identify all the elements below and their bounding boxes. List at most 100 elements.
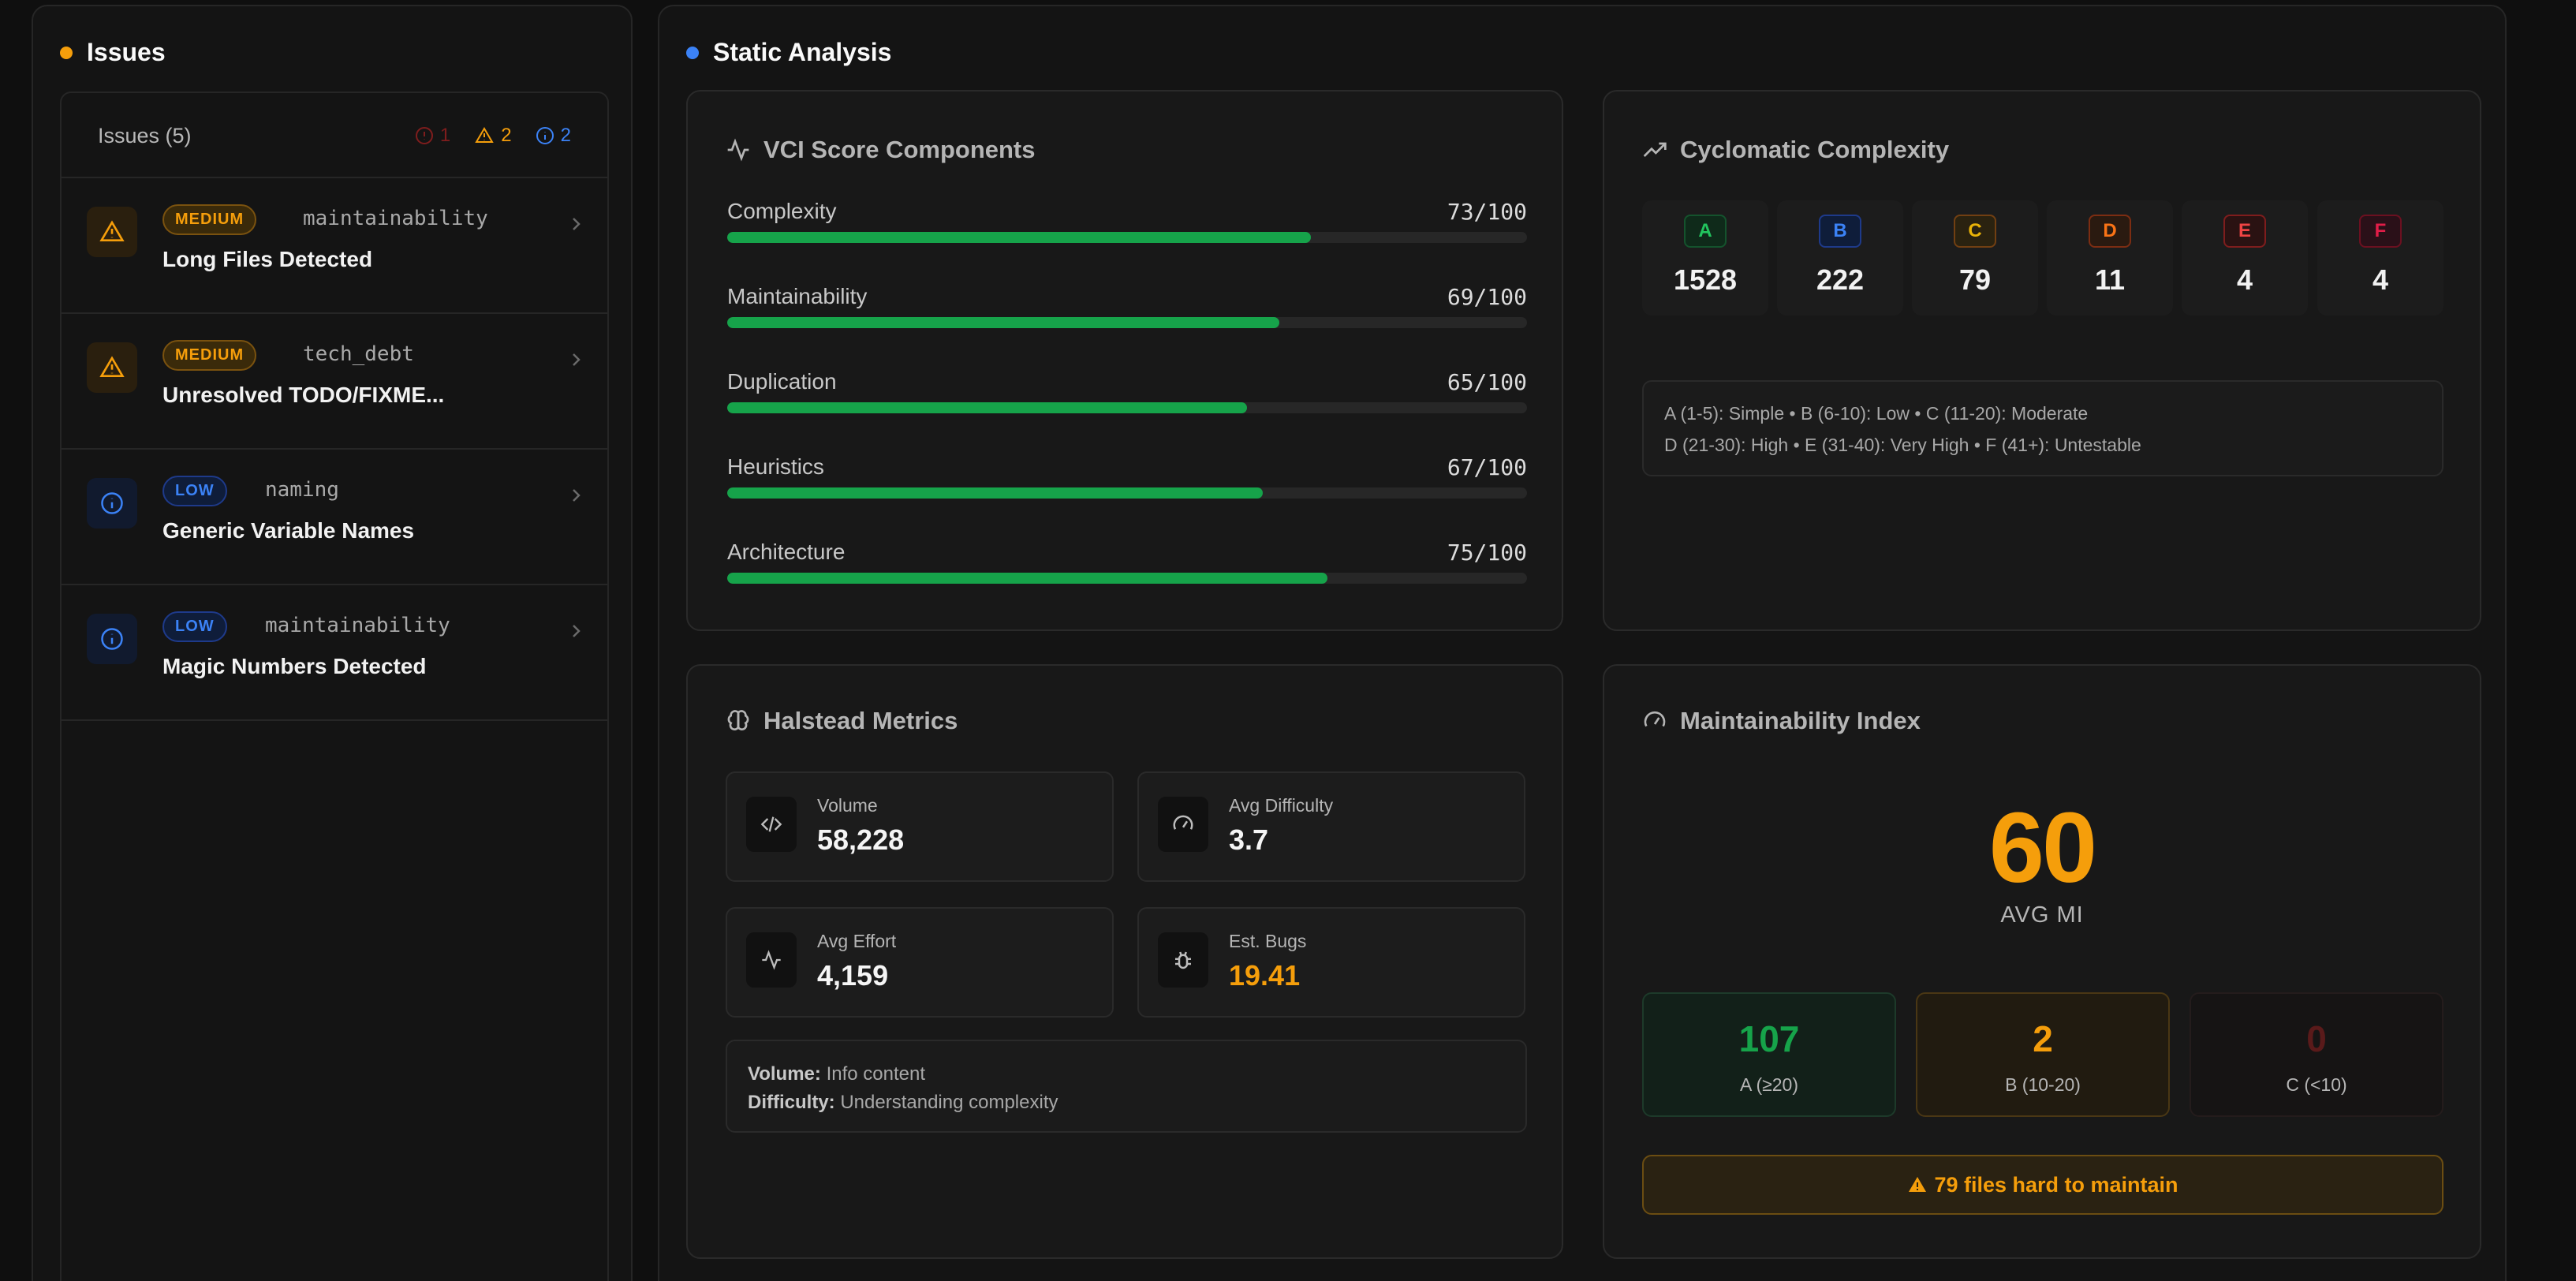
issue-name: Magic Numbers Detected bbox=[162, 654, 427, 678]
vci-fill bbox=[727, 232, 1312, 243]
vci-row-label: Maintainability bbox=[727, 284, 868, 308]
mi-grade-value: 107 bbox=[1738, 1018, 1800, 1059]
grade-letter: E bbox=[2223, 215, 2266, 248]
issue-name: Unresolved TODO/FIXME... bbox=[162, 383, 445, 407]
grade-count: 4 bbox=[2236, 263, 2253, 296]
low-count-value: 2 bbox=[560, 125, 571, 146]
issue-item[interactable]: MEDIUM maintainability Long Files Detect… bbox=[60, 178, 609, 314]
vci-fill bbox=[727, 573, 1327, 584]
grade-letter: C bbox=[1954, 215, 1996, 248]
halstead-difficulty: Avg Difficulty 3.7 bbox=[1137, 771, 1525, 882]
static-analysis-title: Static Analysis bbox=[713, 38, 892, 66]
issue-item[interactable]: MEDIUM tech_debt Unresolved TODO/FIXME..… bbox=[60, 314, 609, 450]
gauge-icon-box bbox=[1158, 797, 1208, 852]
severity-counts: 1 2 2 bbox=[415, 125, 571, 147]
issues-count-label: Issues (5) bbox=[98, 123, 192, 148]
vci-card: VCI Score Components Complexity 73/100 M… bbox=[686, 90, 1563, 631]
grade-c: C 79 bbox=[1912, 200, 2038, 316]
chevron-right-icon bbox=[573, 353, 581, 366]
code-icon-box bbox=[746, 797, 797, 852]
severity-badge: LOW bbox=[162, 611, 227, 642]
issue-name: Generic Variable Names bbox=[162, 518, 415, 543]
info-icon bbox=[536, 127, 554, 144]
severity-badge: MEDIUM bbox=[162, 204, 257, 235]
vci-row-label: Duplication bbox=[727, 369, 837, 394]
mi-grade-label: A (≥20) bbox=[1740, 1074, 1798, 1095]
bug-icon bbox=[1175, 951, 1191, 969]
info-icon bbox=[101, 628, 123, 650]
issues-dot bbox=[60, 46, 73, 59]
static-analysis-panel: Static Analysis VCI Score Components Com… bbox=[658, 5, 2507, 1281]
issue-item[interactable]: LOW naming Generic Variable Names bbox=[60, 450, 609, 585]
avg-mi-label: AVG MI bbox=[2000, 902, 2084, 928]
issue-category: maintainability bbox=[303, 207, 488, 230]
vci-title: VCI Score Components bbox=[726, 136, 1036, 164]
issues-header: Issues bbox=[60, 38, 166, 67]
cyclomatic-title: Cyclomatic Complexity bbox=[1642, 136, 1949, 164]
grade-letter: F bbox=[2359, 215, 2402, 248]
grade-letter: D bbox=[2089, 215, 2131, 248]
halstead-title: Halstead Metrics bbox=[726, 707, 958, 735]
issue-icon-box bbox=[87, 614, 137, 664]
warning-triangle-icon bbox=[1909, 1177, 1927, 1192]
grade-count: 4 bbox=[2372, 263, 2389, 296]
vci-track bbox=[727, 402, 1527, 413]
mi-grade-label: B (10-20) bbox=[2005, 1074, 2081, 1095]
halstead-note: Volume: Info content Difficulty: Underst… bbox=[726, 1040, 1527, 1133]
chevron-right-icon bbox=[573, 489, 581, 502]
metric-value: 58,228 bbox=[817, 824, 905, 856]
brain-icon bbox=[727, 710, 749, 731]
vci-row-value: 69/100 bbox=[1447, 284, 1527, 310]
mi-grade-a: 107 A (≥20) bbox=[1642, 992, 1896, 1117]
grade-f: F 4 bbox=[2317, 200, 2443, 316]
maintainability-title-text: Maintainability Index bbox=[1680, 707, 1921, 734]
high-count-value: 1 bbox=[439, 125, 451, 146]
high-count: 1 bbox=[415, 125, 450, 147]
complexity-legend: A (1-5): Simple • B (6-10): Low • C (11-… bbox=[1642, 380, 2443, 476]
issues-list-header: Issues (5) 1 2 2 bbox=[60, 95, 609, 178]
metric-label: Avg Difficulty bbox=[1229, 795, 1334, 816]
grade-d: D 11 bbox=[2047, 200, 2173, 316]
metric-value: 4,159 bbox=[817, 959, 889, 992]
static-analysis-dot bbox=[686, 46, 699, 59]
mi-grade-value: 2 bbox=[2033, 1018, 2053, 1059]
maintainability-title: Maintainability Index bbox=[1642, 707, 1921, 735]
metric-label: Volume bbox=[817, 795, 878, 816]
note-text: Understanding complexity bbox=[834, 1092, 1058, 1113]
vci-row-value: 75/100 bbox=[1447, 540, 1527, 566]
mi-grade-c: 0 C (<10) bbox=[2190, 992, 2443, 1117]
vci-title-text: VCI Score Components bbox=[763, 136, 1036, 163]
vci-row-label: Complexity bbox=[727, 199, 837, 223]
issue-item[interactable]: LOW maintainability Magic Numbers Detect… bbox=[60, 585, 609, 721]
vci-track bbox=[727, 317, 1527, 328]
issue-icon-box bbox=[87, 207, 137, 257]
warning-text: 79 files hard to maintain bbox=[1934, 1172, 2178, 1197]
low-count: 2 bbox=[536, 125, 571, 147]
activity-icon bbox=[727, 138, 749, 162]
vci-row-maintainability: Maintainability 69/100 bbox=[727, 284, 1527, 339]
vci-row-complexity: Complexity 73/100 bbox=[727, 199, 1527, 254]
gauge-icon bbox=[1644, 711, 1666, 727]
severity-badge: LOW bbox=[162, 476, 227, 506]
vci-fill bbox=[727, 487, 1264, 499]
alert-circle-icon bbox=[415, 127, 433, 144]
vci-row-value: 73/100 bbox=[1447, 199, 1527, 225]
medium-count-value: 2 bbox=[501, 125, 512, 146]
code-icon bbox=[760, 816, 782, 832]
activity-icon-box bbox=[746, 932, 797, 988]
metric-label: Est. Bugs bbox=[1229, 931, 1307, 951]
vci-row-duplication: Duplication 65/100 bbox=[727, 369, 1527, 424]
metric-value: 19.41 bbox=[1229, 959, 1301, 992]
info-icon bbox=[101, 492, 123, 514]
mi-grade-label: C (<10) bbox=[2286, 1074, 2347, 1095]
grade-letter: B bbox=[1819, 215, 1861, 248]
vci-row-heuristics: Heuristics 67/100 bbox=[727, 454, 1527, 510]
issue-category: naming bbox=[265, 478, 339, 502]
note-line: Difficulty: Understanding complexity bbox=[748, 1089, 1505, 1117]
activity-icon bbox=[762, 950, 781, 970]
issue-icon-box bbox=[87, 342, 137, 393]
grade-count: 1528 bbox=[1673, 263, 1738, 296]
note-text: Info content bbox=[820, 1063, 925, 1085]
bug-icon-box bbox=[1158, 932, 1208, 988]
halstead-card: Halstead Metrics Volume 58,228 Avg Diffi… bbox=[686, 664, 1563, 1259]
